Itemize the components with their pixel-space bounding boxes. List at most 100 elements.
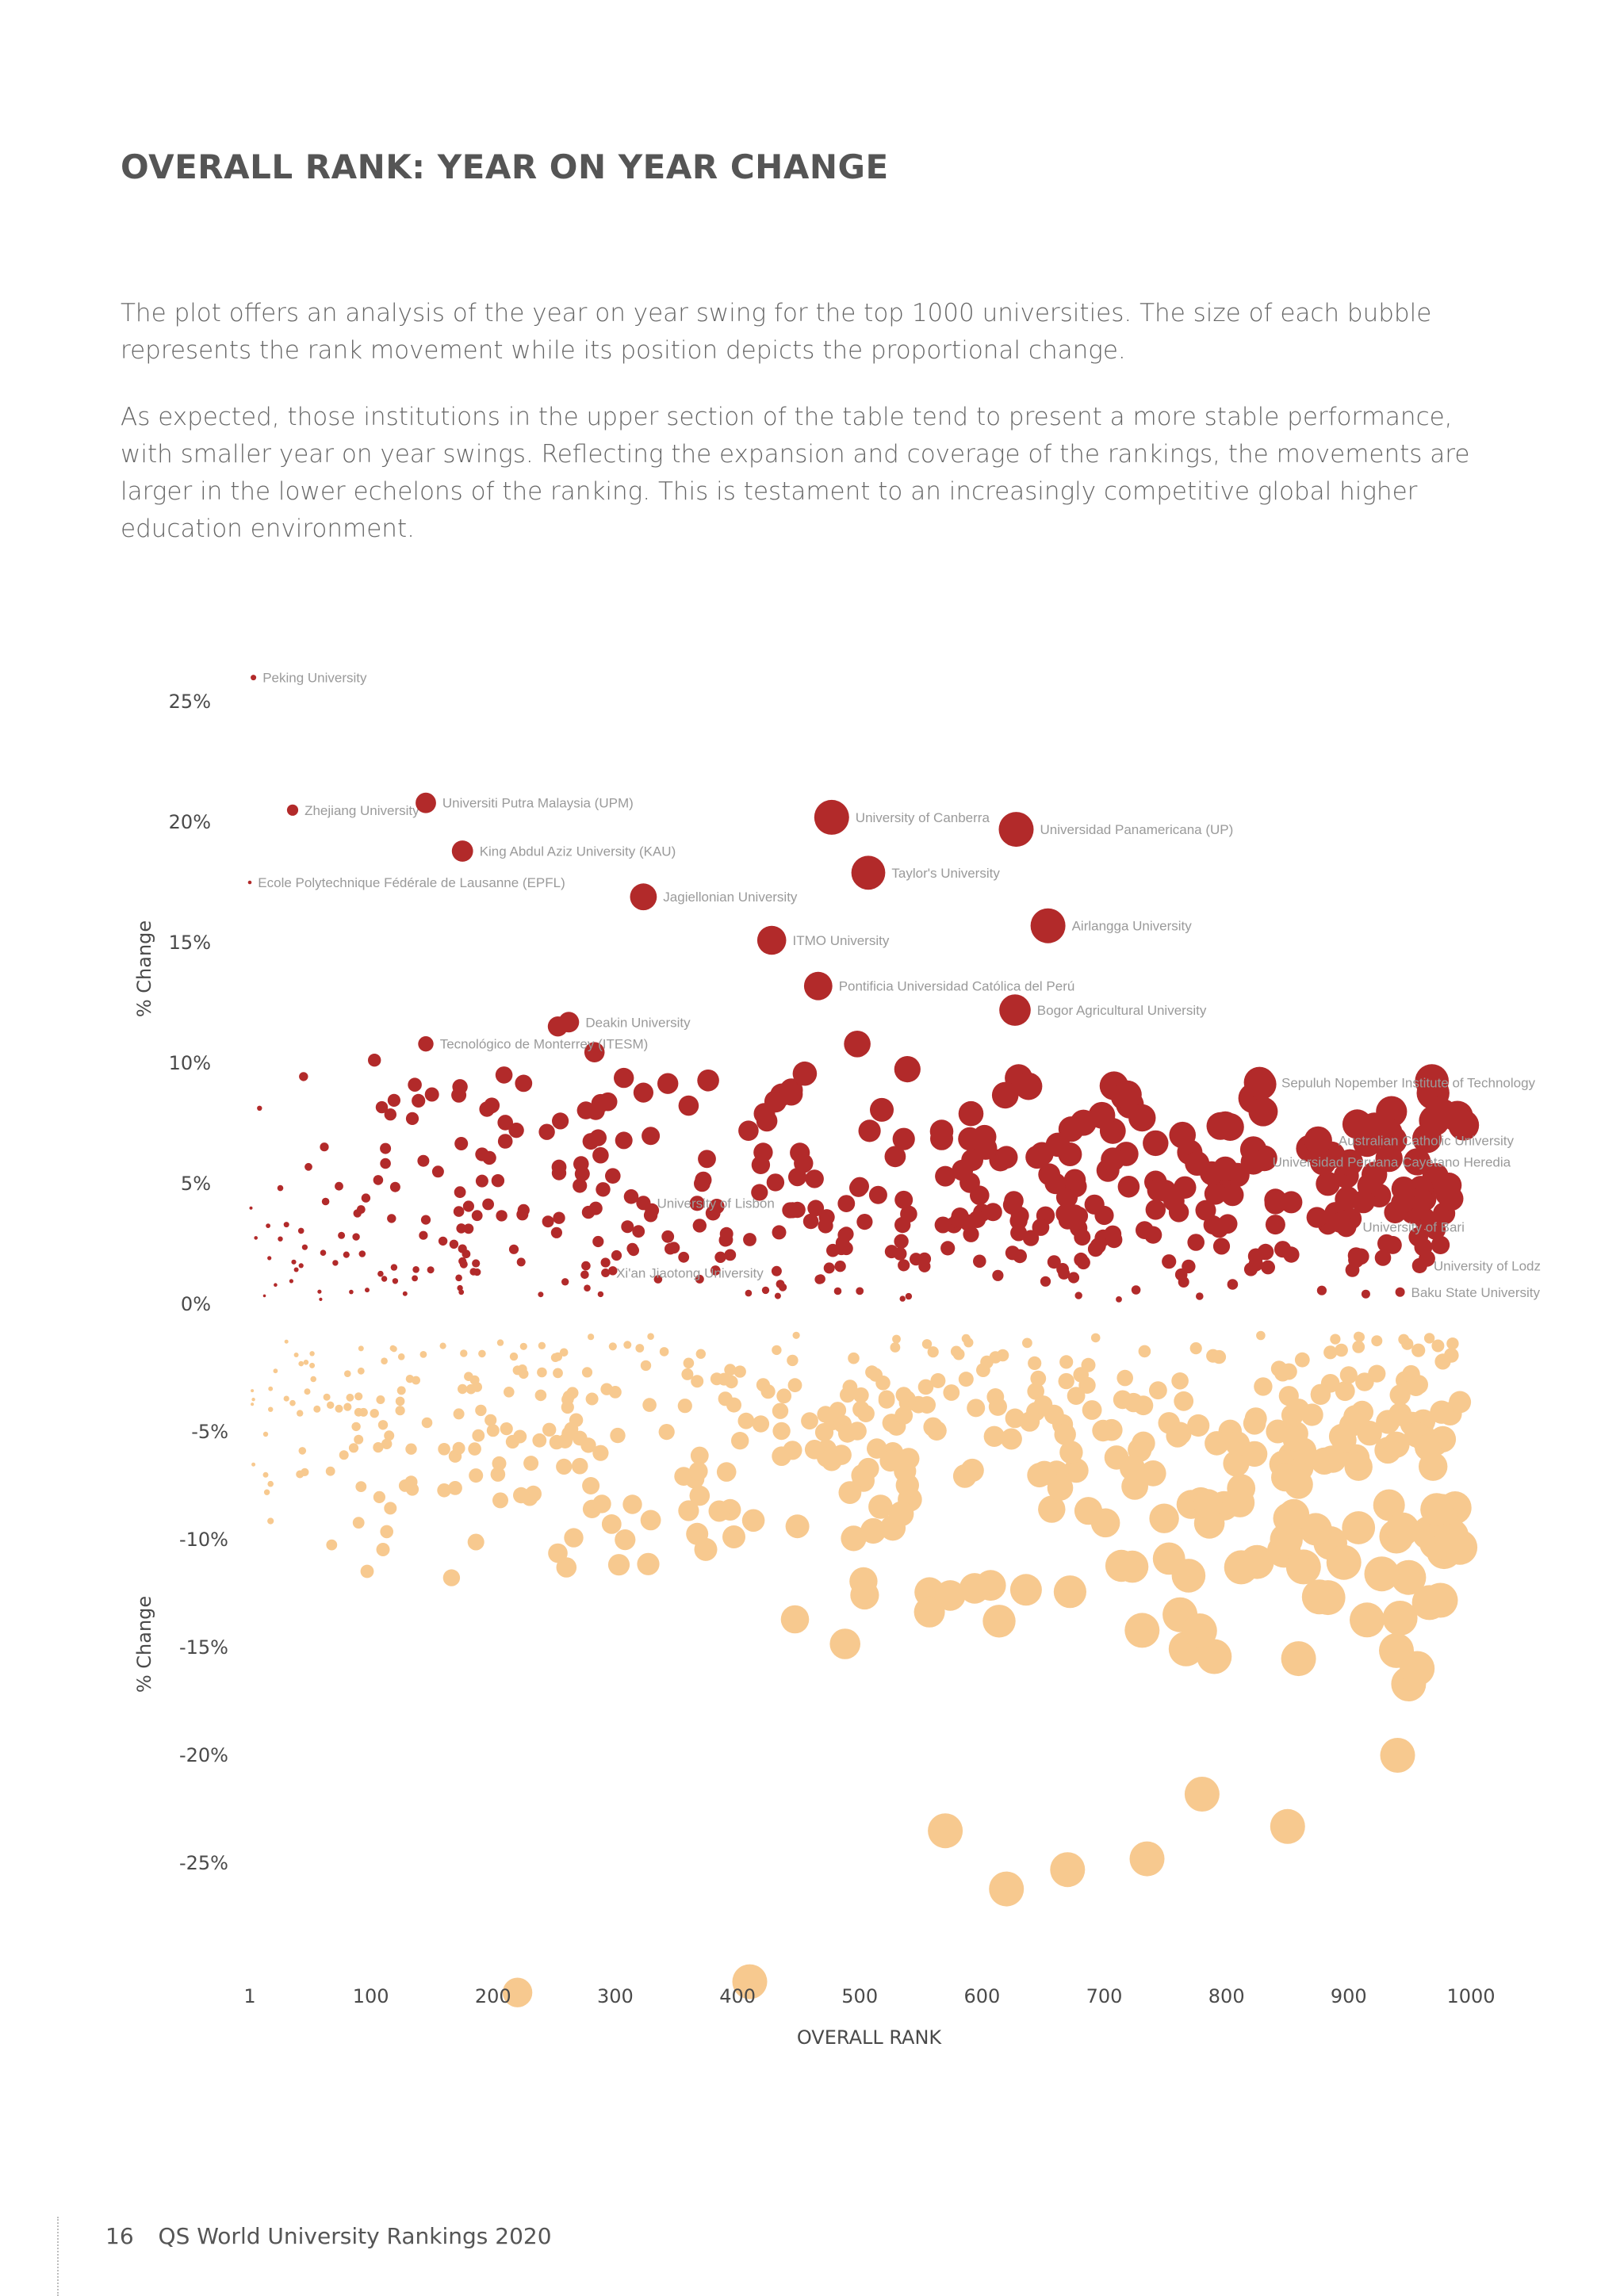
bubble-label: Baku State University (1411, 1285, 1541, 1300)
y-tick-label: -15% (179, 1636, 228, 1659)
positive-bubble (779, 1082, 803, 1106)
negative-bubble (380, 1525, 394, 1539)
negative-bubble (801, 1412, 818, 1430)
negative-bubble (564, 1528, 584, 1548)
positive-bubble (710, 1265, 721, 1276)
negative-bubble (395, 1396, 405, 1406)
positive-bubble (653, 1275, 663, 1284)
y-axis-label-bottom: % Change (133, 1596, 155, 1693)
positive-bubble (695, 1171, 712, 1188)
negative-bubble (283, 1395, 289, 1402)
positive-bubble (776, 1280, 785, 1288)
negative-bubble (737, 1412, 755, 1429)
negative-bubble (1030, 1370, 1047, 1387)
negative-bubble (1009, 1574, 1042, 1606)
negative-bubble (496, 1339, 504, 1346)
positive-bubble (792, 1061, 818, 1086)
negative-bubble (251, 1389, 255, 1393)
positive-bubble (1404, 1148, 1431, 1176)
x-tick-label: 100 (353, 1985, 389, 2007)
positive-bubble (1074, 1229, 1091, 1246)
negative-bubble (1282, 1426, 1308, 1452)
negative-bubble (419, 1351, 427, 1358)
positive-bubble (766, 1173, 785, 1192)
negative-bubble (532, 1433, 547, 1448)
positive-bubble (412, 1266, 419, 1273)
positive-bubble (320, 1142, 329, 1152)
positive-bubble (257, 1105, 262, 1112)
negative-bubble (1371, 1335, 1383, 1347)
positive-bubble (598, 1092, 618, 1112)
positive-bubble (751, 1184, 768, 1201)
positive-bubble (508, 1244, 519, 1254)
bubble-label: Peking University (262, 671, 367, 686)
positive-bubble (1335, 1188, 1358, 1211)
positive-bubble (661, 1230, 675, 1243)
negative-bubble (1449, 1391, 1472, 1414)
negative-bubble (923, 1417, 943, 1437)
positive-bubble (994, 1146, 1018, 1169)
positive-bubble (455, 1274, 462, 1282)
negative-bubble (1434, 1353, 1451, 1370)
negative-bubble (556, 1557, 577, 1578)
negative-bubble (549, 1434, 565, 1450)
positive-bubble (1383, 1235, 1402, 1254)
positive-bubble (837, 1195, 856, 1212)
negative-bubble (888, 1501, 914, 1527)
negative-bubble (1149, 1381, 1167, 1400)
positive-bubble (940, 1241, 956, 1256)
negative-bubble (716, 1462, 737, 1482)
negative-bubble (267, 1517, 274, 1525)
negative-bubble (856, 1405, 875, 1422)
positive-bubble (576, 1101, 596, 1119)
positive-bubble (626, 1242, 638, 1254)
positive-bubble (714, 1251, 726, 1264)
negative-bubble (251, 1398, 255, 1402)
bubble-label: Australian Catholic University (1339, 1133, 1515, 1148)
positive-bubble (289, 1279, 293, 1284)
negative-bubble (513, 1429, 527, 1444)
positive-bubble (1221, 1184, 1244, 1207)
labeled-bubble (1030, 908, 1066, 943)
positive-bubble (934, 1216, 952, 1234)
negative-bubble (1058, 1372, 1074, 1390)
positive-bubble (951, 1210, 969, 1228)
negative-bubble (1339, 1366, 1358, 1384)
y-tick-label: 0% (181, 1293, 211, 1315)
negative-bubble (732, 1964, 768, 1999)
positive-bubble (293, 1267, 299, 1272)
negative-bubble (678, 1500, 699, 1521)
negative-bubble (1174, 1391, 1194, 1411)
positive-bubble (408, 1077, 422, 1092)
y-tick-label: 10% (169, 1052, 211, 1074)
positive-bubble (471, 1210, 483, 1222)
negative-bubble (373, 1442, 384, 1453)
negative-bubble (486, 1424, 500, 1437)
positive-bubble (278, 1236, 283, 1242)
positive-bubble (668, 1242, 680, 1254)
publication-title: QS World University Rankings 2020 (158, 2223, 552, 2249)
positive-bubble (249, 1206, 253, 1210)
positive-bubble (692, 1219, 707, 1233)
positive-bubble (1351, 1190, 1375, 1214)
positive-bubble (1243, 1262, 1258, 1276)
positive-bubble (375, 1100, 389, 1114)
negative-bubble (1189, 1342, 1202, 1355)
y-tick-label: -25% (179, 1852, 228, 1874)
positive-bubble (892, 1127, 915, 1150)
negative-bubble (1344, 1452, 1373, 1481)
negative-bubble (837, 1423, 857, 1443)
positive-bubble (508, 1123, 524, 1138)
negative-bubble (519, 1368, 529, 1380)
positive-bubble (974, 1136, 998, 1160)
negative-bubble (943, 1384, 960, 1401)
negative-bubble (262, 1431, 269, 1437)
positive-bubble (1067, 1272, 1080, 1284)
negative-bubble (313, 1405, 321, 1413)
positive-bubble (1101, 1147, 1125, 1172)
positive-bubble (584, 1042, 605, 1062)
positive-bubble (1025, 1145, 1049, 1169)
positive-bubble (338, 1231, 346, 1239)
negative-bubble (460, 1349, 468, 1357)
negative-bubble (284, 1339, 289, 1344)
